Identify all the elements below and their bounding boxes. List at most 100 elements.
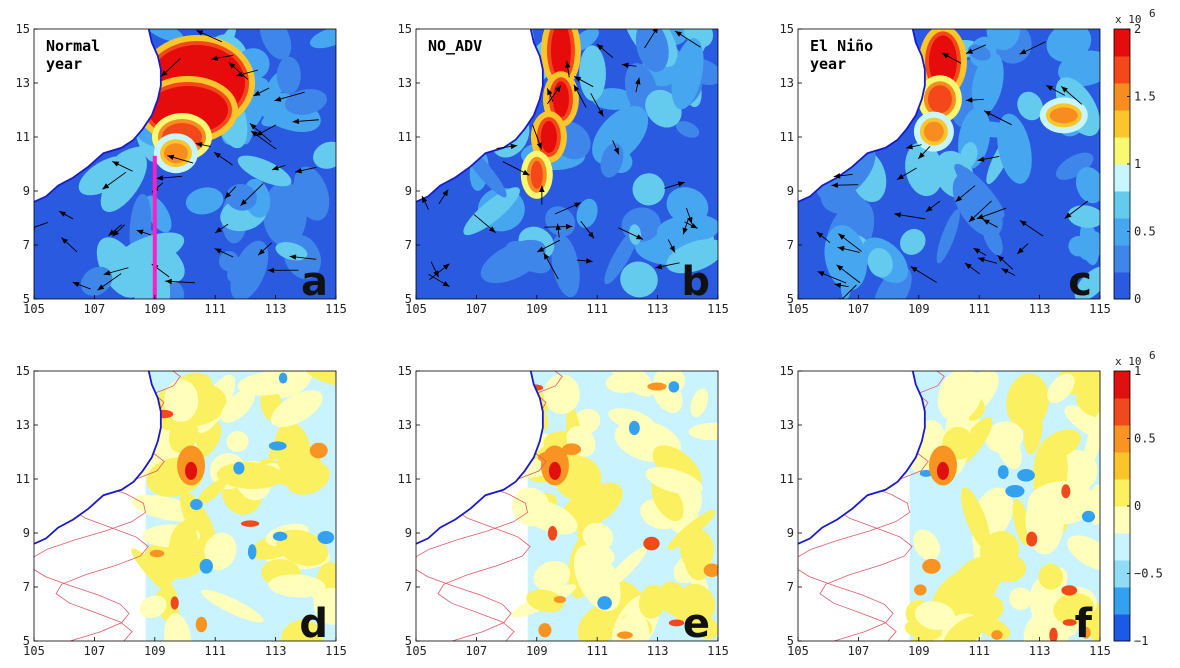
field-patch [553,81,569,117]
y-tick-label: 13 [398,418,412,432]
field-patch [554,596,566,603]
field-patch [200,559,213,574]
field-patch [1050,107,1078,123]
colorbar-multiplier: x 10 [1115,13,1142,26]
y-tick-label: 9 [787,184,794,198]
field-patch [310,443,328,459]
field-patch [1026,532,1037,547]
y-tick-label: 13 [398,76,412,90]
field-patch [914,584,926,595]
colorbar-tick-label: 0 [1134,499,1141,513]
panel-d: 105 107 109 111 113 115579111315d [16,349,365,668]
x-tick-label: 109 [908,302,930,316]
x-tick-label: 115 [1089,644,1111,658]
field-patch [928,85,952,113]
y-tick-label: 15 [398,22,412,36]
colorbar-segment [1114,398,1130,426]
panel-letter: f [1075,601,1093,647]
y-tick-label: 15 [780,22,794,36]
y-tick-label: 15 [16,22,30,36]
colorbar: −1 −0.5 0 0.5 1x 10 6 [1114,349,1163,648]
panel-e: 105 107 109 111 113 115579111315e [398,348,740,668]
x-tick-label: 113 [1029,644,1051,658]
x-tick-label: 111 [204,644,226,658]
colorbar-tick-label: 0.5 [1134,432,1156,446]
field-patch [629,421,640,435]
colorbar-segment [1114,506,1130,534]
colorbar-segment [1114,191,1130,219]
field-patch [991,630,1002,640]
x-tick-label: 107 [848,302,870,316]
y-tick-label: 13 [780,418,794,432]
y-tick-label: 7 [405,238,412,252]
colorbar-segment [1114,56,1130,84]
field-patch [538,623,551,637]
y-tick-label: 11 [780,130,794,144]
x-tick-label: 111 [968,302,990,316]
colorbar-segment [1114,110,1130,138]
x-tick-label: 115 [1089,302,1111,316]
colorbar-tick-label: 1.5 [1134,90,1156,104]
land-mass [34,371,161,544]
colorbar-exponent: 6 [1149,349,1156,362]
x-tick-label: 107 [84,302,106,316]
y-tick-label: 7 [787,238,794,252]
field-patch [318,531,335,544]
x-tick-label: 115 [707,302,729,316]
field-patch [1082,511,1095,523]
field-patch [1049,628,1057,643]
y-tick-label: 7 [23,580,30,594]
y-tick-label: 15 [780,364,794,378]
field-patch [185,462,197,480]
y-tick-label: 11 [398,472,412,486]
x-tick-label: 111 [968,644,990,658]
y-tick-label: 7 [405,580,412,594]
y-tick-label: 5 [787,634,794,648]
colorbar-segment [1114,245,1130,273]
field-patch [1017,469,1035,481]
field-patch [924,122,944,142]
field-patch [233,462,244,475]
x-tick-label: 109 [144,302,166,316]
field-patch [1061,484,1070,498]
x-tick-label: 113 [647,302,669,316]
colorbar-tick-label: 1 [1134,157,1141,171]
y-tick-label: 9 [23,526,30,540]
field-patch [241,520,259,526]
field-patch [541,121,557,153]
y-tick-label: 5 [23,292,30,306]
y-tick-label: 9 [787,526,794,540]
panel-a: 105 107 109 111 113 115579111315Normalyeara [16,10,352,326]
y-tick-label: 5 [405,292,412,306]
x-tick-label: 109 [144,644,166,658]
panel-label: NO_ADV [428,37,482,55]
y-tick-label: 13 [780,76,794,90]
y-tick-label: 11 [398,130,412,144]
colorbar-segment [1114,587,1130,615]
y-tick-label: 5 [405,634,412,648]
x-tick-label: 113 [647,644,669,658]
field-patch [643,537,659,551]
x-tick-label: 109 [908,644,930,658]
y-tick-label: 7 [787,580,794,594]
colorbar-multiplier: x 10 [1115,355,1142,368]
field-patch [617,631,633,638]
colorbar: 00.511.52x 10 6 [1114,7,1156,306]
y-tick-label: 15 [16,364,30,378]
x-tick-label: 107 [466,644,488,658]
field-patch [248,544,257,559]
colorbar-tick-label: 0.5 [1134,225,1156,239]
colorbar-segment [1114,479,1130,507]
y-tick-label: 9 [23,184,30,198]
field-patch [647,383,666,391]
colorbar-tick-label: 0 [1134,292,1141,306]
field-patch [549,462,561,480]
panel-letter: d [299,601,328,647]
colorbar-segment [1114,272,1130,300]
colorbar-segment [1114,164,1130,192]
colorbar-tick-label: −1 [1134,634,1148,648]
panel-label: Normal [46,37,100,55]
